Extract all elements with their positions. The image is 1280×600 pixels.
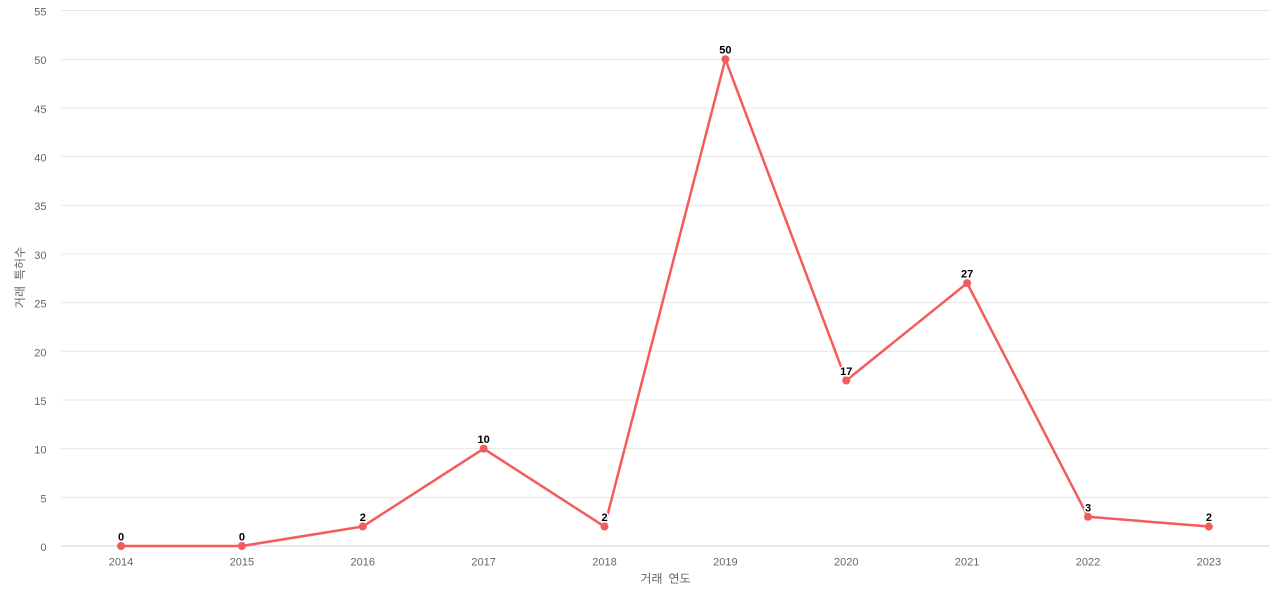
- svg-text:2019: 2019: [713, 556, 737, 568]
- svg-text:27: 27: [961, 269, 973, 281]
- svg-text:2: 2: [1206, 512, 1212, 524]
- svg-text:2: 2: [601, 512, 607, 524]
- svg-text:30: 30: [34, 250, 46, 262]
- svg-text:2014: 2014: [109, 556, 133, 568]
- svg-text:2016: 2016: [351, 556, 375, 568]
- svg-text:10: 10: [34, 445, 46, 457]
- svg-text:2022: 2022: [1076, 556, 1100, 568]
- svg-text:17: 17: [840, 366, 852, 378]
- svg-text:35: 35: [34, 201, 46, 213]
- svg-text:5: 5: [40, 493, 46, 505]
- svg-text:2015: 2015: [230, 556, 254, 568]
- svg-text:20: 20: [34, 347, 46, 359]
- svg-text:2017: 2017: [471, 556, 495, 568]
- svg-text:0: 0: [40, 542, 46, 554]
- svg-text:45: 45: [34, 104, 46, 116]
- svg-text:2: 2: [360, 512, 366, 524]
- svg-text:0: 0: [239, 532, 245, 544]
- svg-text:2018: 2018: [592, 556, 616, 568]
- svg-text:50: 50: [719, 45, 731, 57]
- svg-text:2021: 2021: [955, 556, 979, 568]
- svg-text:2020: 2020: [834, 556, 858, 568]
- svg-text:25: 25: [34, 299, 46, 311]
- svg-text:0: 0: [118, 532, 124, 544]
- svg-text:3: 3: [1085, 502, 1091, 514]
- svg-text:40: 40: [34, 153, 46, 165]
- svg-text:55: 55: [34, 7, 46, 19]
- svg-text:50: 50: [34, 55, 46, 67]
- svg-text:10: 10: [477, 434, 489, 446]
- svg-text:2023: 2023: [1197, 556, 1221, 568]
- svg-text:15: 15: [34, 396, 46, 408]
